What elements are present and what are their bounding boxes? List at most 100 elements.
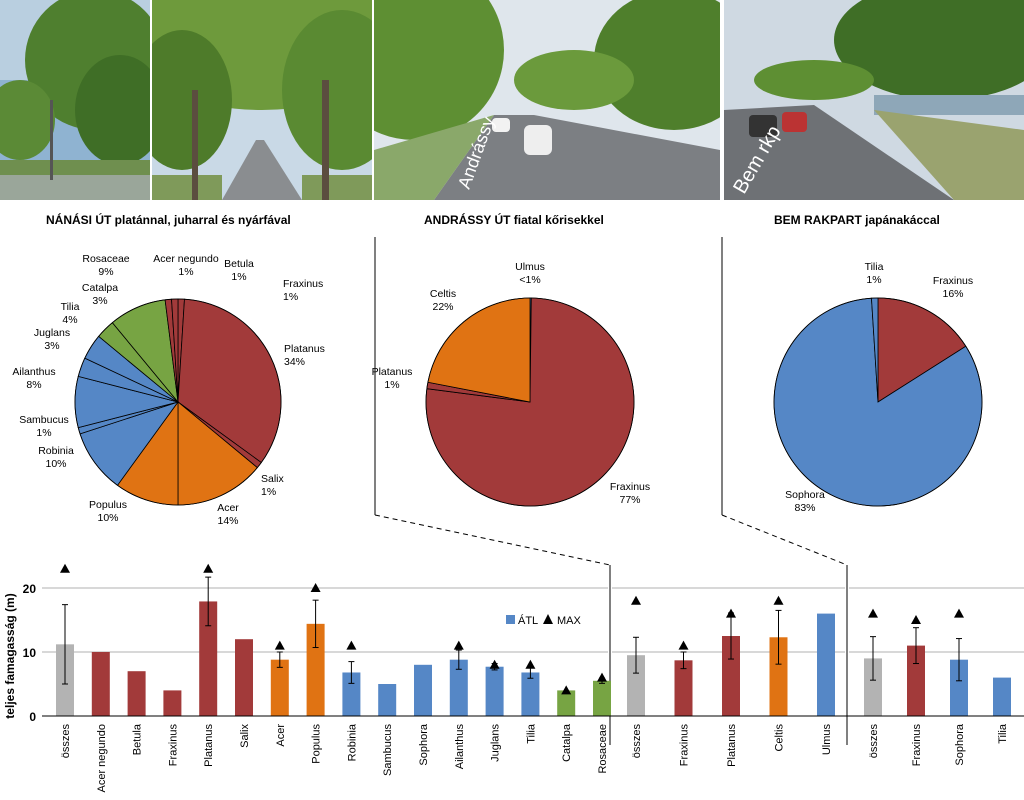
max-marker: [203, 563, 214, 573]
y-tick-label: 20: [23, 582, 37, 596]
bar-populus: [306, 623, 325, 716]
x-tick-label-betula: Betula: [132, 723, 144, 755]
bar-fraxinus: [674, 660, 693, 716]
max-marker: [954, 608, 964, 618]
bar-tilia: [521, 672, 540, 716]
max-marker: [453, 640, 464, 650]
pie-andrassy: Ulmus <1% Fraxinus 77% Platanus 1% Celtis 22%: [372, 261, 650, 507]
x-tick-label-sszes: összes: [631, 724, 643, 759]
pie-label-robinia: Robinia 10%: [38, 445, 74, 470]
photo-andrassy: Andrássy: [374, 0, 720, 200]
x-tick-label-celtis: Celtis: [774, 724, 786, 752]
pie-label-acer-negundo: Acer negundo 1%: [153, 253, 219, 278]
bar-tilia: [993, 677, 1011, 716]
max-marker: [597, 672, 607, 682]
bar-robinia: [342, 672, 361, 716]
bar-platanus: [199, 601, 218, 716]
max-marker: [310, 583, 321, 592]
bar-sszes: [864, 658, 882, 716]
legend-marker-max: [543, 614, 553, 624]
bar-chart: 0 10 20 teljes famagasság (m) összes Acer neg…: [3, 563, 1024, 793]
x-tick-label-sszes: összes: [60, 724, 72, 759]
pie-outline: [773, 297, 983, 507]
y-tick-label: 10: [23, 646, 37, 660]
pie-label-fraxinus: Fraxinus 16%: [933, 275, 973, 300]
max-marker: [274, 640, 285, 650]
pie-nanasi: Fraxinus 1% Platanus 34% Salix 1% Acer 14% Popul…: [12, 253, 324, 527]
photo-nanasi-2: [152, 0, 372, 200]
y-tick-label: 0: [29, 710, 36, 724]
legend-label-max: MAX: [557, 615, 582, 627]
max-marker: [489, 659, 500, 669]
x-tick-label-ailanthus: Ailanthus: [454, 724, 466, 770]
x-tick-label-acer: Acer: [275, 724, 287, 747]
max-marker: [773, 595, 784, 605]
bar-salix: [235, 639, 253, 716]
x-tick-label-acer-negundo: Acer negundo: [96, 724, 108, 793]
x-tick-label-catalpa: Catalpa: [561, 723, 573, 762]
x-tick-label-platanus: Platanus: [726, 724, 738, 767]
x-tick-label-ulmus: Ulmus: [821, 724, 833, 756]
bar-betula: [127, 671, 146, 716]
bar-sophora: [950, 659, 968, 716]
pie-label-ailanthus: Ailanthus 8%: [12, 366, 55, 391]
x-tick-label-sophora: Sophora: [418, 723, 430, 765]
bar-catalpa: [557, 690, 576, 716]
pie-label-tilia: Tilia 4%: [61, 301, 80, 326]
x-tick-label-populus: Populus: [311, 724, 323, 764]
bar-fraxinus: [907, 645, 925, 716]
pie-label-catalpa: Catalpa 3%: [82, 282, 118, 307]
pie-label-salix: Salix 1%: [261, 473, 285, 498]
legend-label-atl: ÁTL: [518, 614, 538, 627]
pie-label-acer: Acer 14%: [217, 502, 239, 527]
pie-label-fraxinus: Fraxinus 1%: [283, 278, 323, 303]
max-marker: [631, 595, 641, 605]
legend: ÁTL MAX: [506, 614, 582, 627]
pie-outline: [74, 298, 282, 506]
x-tick-label-tilia: Tilia: [525, 723, 537, 744]
pie-bem: Fraxinus 16% Sophora 83% Tilia 1%: [773, 261, 983, 514]
max-marker: [678, 640, 689, 650]
max-marker: [911, 615, 921, 624]
pie-label-platanus: Platanus 1%: [372, 366, 413, 391]
pie-label-celtis: Celtis 22%: [430, 288, 456, 313]
max-marker: [726, 608, 736, 618]
bar-sambucus: [378, 684, 397, 716]
max-marker: [525, 659, 536, 669]
pie-label-sophora: Sophora 83%: [785, 489, 825, 514]
x-tick-label-fraxinus: Fraxinus: [911, 724, 923, 767]
bar-acer: [270, 659, 289, 716]
x-tick-label-robinia: Robinia: [346, 723, 358, 761]
max-marker: [561, 685, 572, 695]
bar-platanus: [722, 636, 740, 716]
bar-sophora: [414, 664, 432, 716]
photo-nanasi-1: [0, 0, 150, 200]
x-tick-label-salix: Salix: [239, 724, 251, 748]
photo-bem: Bem rkp: [724, 0, 1024, 200]
x-tick-label-sophora: Sophora: [954, 723, 966, 765]
bar-juglans: [485, 666, 504, 716]
x-tick-label-fraxinus: Fraxinus: [167, 724, 179, 767]
bar-rosaceae: [593, 680, 611, 716]
bar-acer-negundo: [91, 652, 110, 716]
pie-label-platanus: Platanus 34%: [284, 343, 325, 368]
max-marker: [346, 640, 357, 650]
x-tick-label-tilia: Tilia: [997, 723, 1009, 744]
pie-label-sambucus: Sambucus 1%: [19, 414, 69, 439]
x-tick-label-rosaceae: Rosaceae: [597, 724, 609, 774]
x-tick-label-sambucus: Sambucus: [382, 724, 394, 776]
bar-ulmus: [817, 613, 835, 716]
pie-title-andrassy: ANDRÁSSY ÚT fiatal kőrisekkel: [424, 213, 604, 227]
bar-celtis: [769, 637, 788, 716]
pie-title-nanasi: NÁNÁSI ÚT platánnal, juharral és nyárfáv…: [46, 213, 291, 227]
legend-swatch-atl: [506, 615, 515, 624]
pie-label-populus: Populus 10%: [89, 499, 127, 524]
pie-label-juglans: Juglans 3%: [34, 327, 70, 352]
pie-label-fraxinus: Fraxinus 77%: [610, 481, 650, 506]
pie-title-bem: BEM RAKPART japánakáccal: [774, 213, 940, 227]
x-tick-label-fraxinus: Fraxinus: [679, 724, 691, 767]
x-tick-label-sszes: összes: [868, 724, 880, 759]
panel-connector: [374, 514, 611, 566]
pie-label-betula: Betula 1%: [224, 258, 254, 283]
